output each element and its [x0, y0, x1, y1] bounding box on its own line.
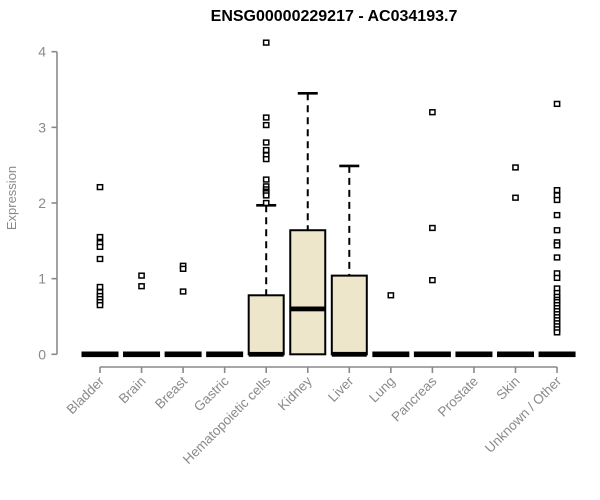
- x-tick-label: Brain: [116, 374, 149, 407]
- x-tick-label: Skin: [493, 374, 522, 403]
- outlier-point: [96, 183, 104, 191]
- box-liver: [330, 164, 368, 357]
- box-brain: [123, 272, 161, 358]
- box-breast: [164, 262, 202, 358]
- median-line: [248, 351, 284, 357]
- box-hematopoietic-cells: [247, 39, 285, 357]
- outlier-point: [553, 274, 561, 282]
- y-axis-label: Expression: [4, 166, 19, 230]
- collapsed-box-bar: [81, 351, 119, 358]
- plot-area: [81, 39, 576, 358]
- collapsed-box-bar: [538, 351, 576, 358]
- outlier-point: [429, 277, 436, 284]
- outlier-point: [553, 186, 561, 194]
- outlier-point: [262, 192, 270, 199]
- iqr-box: [289, 229, 327, 356]
- outlier-point: [179, 265, 187, 272]
- chart-title: ENSG00000229217 - AC034193.7: [211, 8, 458, 25]
- box-lung: [372, 292, 410, 358]
- x-tick-label: Unknown / Other: [482, 373, 565, 456]
- outlier-point: [553, 254, 561, 261]
- outlier-point: [553, 227, 561, 234]
- y-tick-label: 4: [38, 44, 46, 60]
- y-tick-label: 1: [38, 271, 46, 287]
- box-prostate: [455, 351, 493, 358]
- x-tick-label: Liver: [325, 373, 357, 405]
- outlier-point: [429, 109, 436, 116]
- outlier-point: [96, 283, 104, 291]
- outlier-point: [553, 242, 561, 249]
- outlier-point: [512, 164, 519, 171]
- x-tick-label: Pancreas: [389, 373, 440, 424]
- collapsed-box-bar: [372, 351, 410, 358]
- box-bladder: [81, 183, 119, 358]
- outlier-point: [387, 292, 395, 299]
- collapsed-box-bar: [497, 351, 534, 358]
- x-tick-label: Lung: [366, 374, 398, 406]
- box-skin: [497, 164, 534, 358]
- x-tick-label: Prostate: [435, 374, 481, 420]
- outlier-point: [553, 329, 561, 336]
- outlier-point: [138, 272, 145, 279]
- collapsed-box-bar: [123, 351, 161, 358]
- outlier-point: [96, 233, 104, 241]
- iqr-box: [330, 274, 368, 356]
- x-tick-label: Breast: [152, 373, 190, 411]
- outlier-point: [262, 114, 270, 121]
- median-line: [290, 306, 326, 312]
- outlier-point: [179, 288, 187, 295]
- outlier-point: [262, 146, 270, 154]
- outlier-point: [96, 301, 104, 309]
- outlier-point: [429, 224, 436, 232]
- outlier-point: [262, 39, 270, 46]
- x-tick-label: Gastric: [191, 373, 232, 414]
- collapsed-box-bar: [455, 351, 493, 358]
- median-line: [331, 351, 367, 357]
- outlier-point: [262, 176, 270, 183]
- x-tick-label: Bladder: [64, 373, 108, 417]
- outlier-point: [262, 199, 270, 207]
- collapsed-box-bar: [164, 351, 202, 358]
- outlier-point: [553, 100, 561, 108]
- collapsed-box-bar: [206, 351, 244, 358]
- collapsed-box-bar: [413, 351, 451, 358]
- outlier-point: [262, 139, 270, 146]
- outlier-point: [512, 194, 519, 201]
- outlier-point: [96, 243, 104, 251]
- outlier-point: [262, 121, 270, 129]
- y-tick-label: 3: [38, 119, 46, 135]
- box-pancreas: [413, 109, 451, 358]
- y-tick-label: 2: [38, 195, 46, 211]
- outlier-point: [138, 283, 145, 290]
- outlier-point: [553, 211, 561, 219]
- box-kidney: [289, 92, 327, 356]
- iqr-box: [247, 294, 285, 356]
- box-gastric: [206, 351, 244, 358]
- y-tick-label: 0: [38, 346, 46, 362]
- outlier-point: [553, 196, 561, 204]
- x-tick-label: Kidney: [275, 373, 315, 413]
- outlier-point: [96, 255, 104, 263]
- outlier-point: [262, 155, 270, 163]
- box-unknown-other: [538, 100, 576, 358]
